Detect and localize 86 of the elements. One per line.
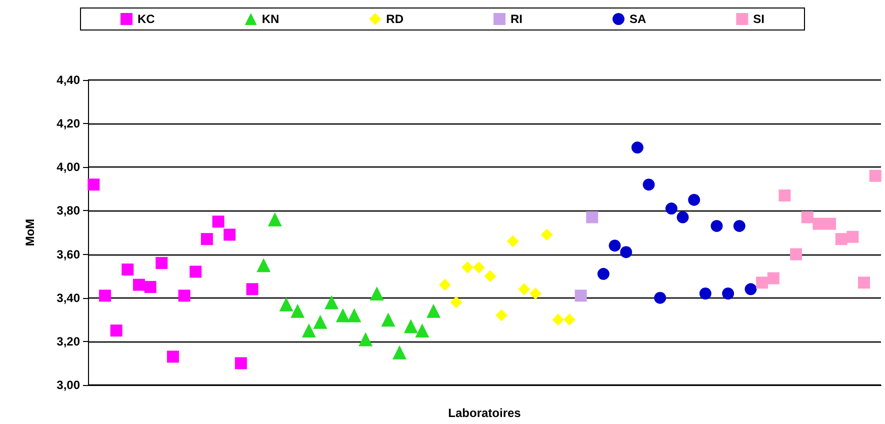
point xyxy=(98,290,111,302)
point xyxy=(472,261,485,274)
point xyxy=(156,257,168,269)
point xyxy=(110,324,122,337)
point xyxy=(767,272,780,284)
x-axis-title: Laboratoires xyxy=(448,406,522,420)
point xyxy=(178,290,190,302)
point xyxy=(336,308,350,322)
point xyxy=(608,240,621,252)
point xyxy=(313,314,328,329)
point xyxy=(756,276,768,289)
point xyxy=(846,230,859,243)
point xyxy=(144,280,156,293)
point xyxy=(801,211,814,224)
point xyxy=(688,194,700,206)
point xyxy=(563,314,576,326)
point xyxy=(824,218,836,230)
point xyxy=(620,246,632,258)
point xyxy=(518,283,530,296)
point xyxy=(642,178,655,191)
point xyxy=(190,266,202,278)
point xyxy=(132,278,145,291)
point xyxy=(224,228,236,241)
y-tick-label: 4,40 xyxy=(56,73,80,87)
point xyxy=(835,233,848,246)
point xyxy=(200,233,213,246)
point xyxy=(790,248,802,260)
point xyxy=(404,319,418,334)
point xyxy=(462,261,474,274)
point xyxy=(722,288,734,300)
legend-label: RD xyxy=(386,12,404,26)
point xyxy=(450,296,462,308)
point xyxy=(552,314,564,326)
point xyxy=(302,324,316,338)
y-tick-label: 3,20 xyxy=(56,334,80,348)
point xyxy=(290,304,305,318)
point xyxy=(733,220,746,232)
legend-label: SA xyxy=(629,12,646,26)
point xyxy=(597,268,610,280)
point xyxy=(381,312,396,327)
point xyxy=(484,270,496,282)
point xyxy=(415,324,430,338)
point xyxy=(347,308,362,322)
y-tick-label: 4,20 xyxy=(56,116,80,131)
legend-label: SI xyxy=(753,12,765,26)
y-tick-label: 3,40 xyxy=(56,290,80,305)
point xyxy=(744,283,757,296)
point xyxy=(710,220,723,232)
y-tick-label: 3,00 xyxy=(56,378,80,392)
point xyxy=(88,178,100,191)
point xyxy=(699,288,712,300)
legend-label: KN xyxy=(262,12,280,26)
point xyxy=(256,258,271,272)
point xyxy=(529,288,542,300)
y-tick-label: 3,60 xyxy=(56,247,80,262)
y-tick-label: 4,00 xyxy=(56,160,80,174)
point xyxy=(122,264,134,276)
point xyxy=(665,202,678,215)
point xyxy=(279,297,294,312)
point xyxy=(370,286,384,300)
point xyxy=(858,276,870,289)
point xyxy=(268,212,282,226)
point xyxy=(631,142,644,154)
point xyxy=(506,235,519,248)
point xyxy=(540,228,553,241)
point xyxy=(574,290,587,302)
point xyxy=(676,211,689,224)
point xyxy=(426,304,441,318)
y-tick-label: 3,80 xyxy=(56,204,80,218)
point xyxy=(246,283,258,296)
point xyxy=(812,218,825,230)
y-axis-title: MoM xyxy=(23,218,37,246)
point xyxy=(166,350,179,363)
point xyxy=(869,170,882,182)
point xyxy=(358,332,373,346)
point xyxy=(778,189,791,202)
point xyxy=(212,216,224,228)
point xyxy=(654,292,666,304)
point xyxy=(234,357,247,370)
point xyxy=(324,295,339,310)
point xyxy=(392,345,407,360)
point xyxy=(438,278,451,291)
legend-label: KC xyxy=(138,12,156,26)
legend-label: RI xyxy=(510,12,522,26)
point xyxy=(495,309,508,322)
point xyxy=(586,211,598,224)
